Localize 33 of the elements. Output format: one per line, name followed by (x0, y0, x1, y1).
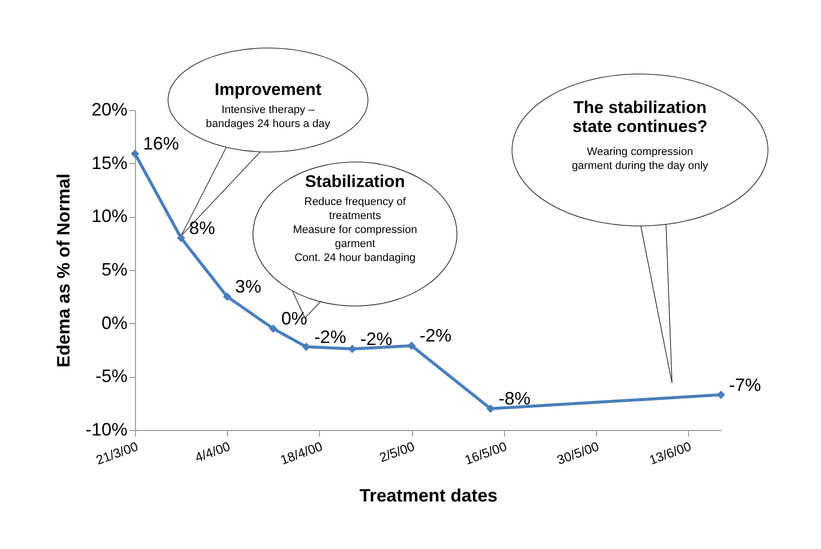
data-label: 8% (189, 218, 216, 238)
point (348, 344, 356, 354)
annotation: Wearing compression garment during the day only (572, 146, 709, 172)
y-tick-label: 5% (101, 260, 128, 280)
y-tick-label: 20% (91, 100, 128, 120)
y-tick-label: 0% (101, 312, 128, 333)
y-axis-title: Edema as % of Normal (53, 173, 74, 368)
point (176, 234, 186, 242)
text: Improvement (214, 80, 322, 99)
annotation: The stabilization state continues? (572, 98, 708, 136)
annotation: Reduce frequency of treatments Measure for compression garment Cont. 24 hour bandaging (292, 196, 418, 264)
data-label: -2% (420, 326, 452, 346)
x-tick-label: 30/5/00 (554, 438, 601, 468)
data-label: -8% (498, 388, 531, 409)
x-axis-title: Treatment dates (359, 486, 498, 506)
data-label: -2% (360, 328, 392, 349)
annotation: Stabilization (304, 172, 406, 191)
data-label: 16% (143, 134, 180, 154)
point (486, 404, 495, 413)
point (269, 324, 278, 333)
y-tick-label: -5% (95, 366, 128, 386)
data-label: -7% (729, 374, 762, 395)
y-tick-label: 10% (91, 206, 128, 226)
annotation: Intensive therapy – bandages 24 hours a day (206, 104, 331, 130)
data-label: -2% (314, 326, 346, 347)
x-tick-label: 2/5/00 (377, 438, 416, 466)
y-tick-label: -10% (85, 420, 128, 440)
y-tick-label: 15% (91, 152, 128, 173)
x-tick-label: 4/4/00 (193, 438, 232, 466)
data-label: 3% (235, 276, 262, 297)
point (222, 292, 232, 301)
data-label: 0% (281, 308, 308, 329)
point (130, 150, 140, 158)
